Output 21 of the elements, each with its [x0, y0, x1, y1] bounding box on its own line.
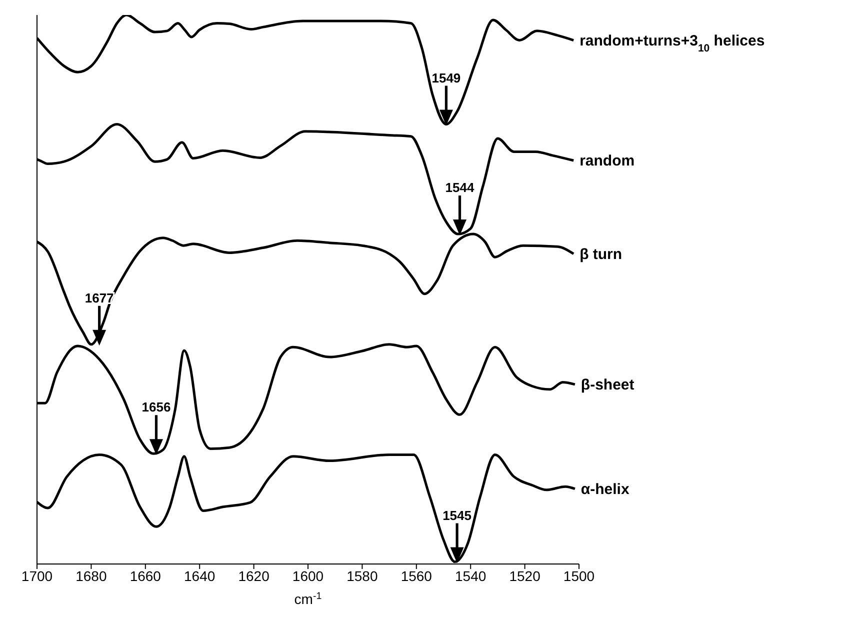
- x-tick-label: 1660: [130, 568, 162, 584]
- x-tick-label: 1580: [346, 568, 378, 584]
- x-axis-title: cm$^{-1}$: [294, 590, 322, 607]
- x-tick-label: 1700: [21, 568, 53, 584]
- x-tick-label: 1560: [400, 568, 432, 584]
- x-tick-label: 1520: [509, 568, 541, 584]
- x-tick-label: 1680: [76, 568, 107, 584]
- annotation: 1549: [432, 70, 461, 86]
- x-tick-label: 1540: [455, 568, 486, 584]
- series-label: β turn: [580, 246, 622, 263]
- series-label: random+turns+3$_{10}$ helices: [580, 32, 765, 54]
- series-label: β-sheet: [580, 376, 634, 394]
- x-tick-label: 1640: [184, 568, 216, 584]
- series-label: α-helix: [580, 480, 630, 498]
- annotation: 1656: [142, 400, 171, 415]
- annotation: 1544: [445, 180, 475, 196]
- x-tick-label: 1500: [563, 568, 595, 584]
- series-label: random: [580, 152, 635, 170]
- annotation: 1545: [442, 508, 472, 523]
- x-tick-label: 1600: [292, 568, 324, 584]
- x-tick-label: 1620: [238, 568, 270, 584]
